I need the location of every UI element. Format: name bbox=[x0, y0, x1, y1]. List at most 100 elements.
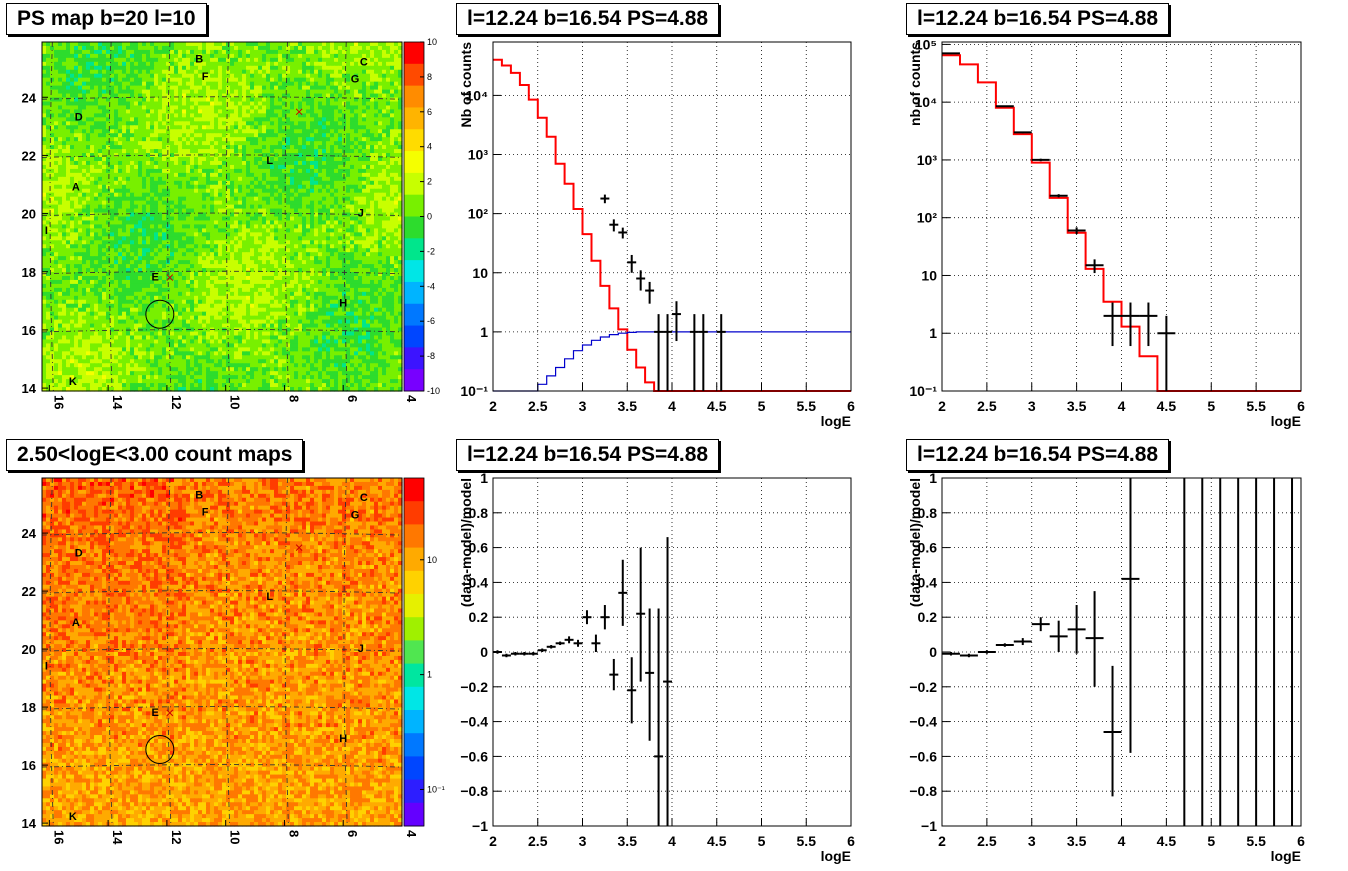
coordinate-grid bbox=[41, 477, 403, 827]
x-tick-label: 5 bbox=[1207, 833, 1215, 849]
colorbar: 10 1 10⁻¹ bbox=[403, 477, 445, 827]
latitude-line bbox=[41, 154, 403, 158]
x-tick-label: 4 bbox=[668, 833, 676, 849]
colorbar-segment bbox=[404, 779, 424, 804]
y-tick-label: 0.6 bbox=[469, 540, 489, 556]
x-tick-label: 4.5 bbox=[1157, 398, 1177, 414]
x-tick-label: 3 bbox=[1028, 398, 1036, 414]
data-point bbox=[995, 105, 1014, 108]
latitude-line bbox=[41, 532, 403, 536]
y-tick-label: 0.8 bbox=[918, 505, 938, 521]
longitude-line bbox=[343, 477, 348, 827]
data-point bbox=[537, 648, 547, 652]
source-label: D bbox=[75, 547, 83, 559]
x-tick-label: 12 bbox=[169, 395, 184, 409]
y-tick-label: 22 bbox=[22, 584, 36, 599]
colorbar-segment bbox=[404, 216, 424, 239]
source-cross-marker bbox=[295, 544, 303, 551]
colorbar-segment bbox=[404, 478, 424, 502]
y-tick-label: 10 bbox=[921, 267, 937, 283]
data-point bbox=[995, 643, 1014, 647]
x-tick-label: 5 bbox=[758, 833, 766, 849]
colorbar-segment bbox=[404, 325, 424, 348]
x-tick-label: 16 bbox=[51, 395, 66, 409]
colorbar-tick-label: 8 bbox=[427, 72, 432, 82]
y-tick-label: 0.4 bbox=[469, 574, 489, 590]
y-tick-label: 0.8 bbox=[469, 505, 489, 521]
y-tick-label: 10² bbox=[468, 206, 489, 222]
colorbar-segment bbox=[404, 524, 424, 549]
y-tick-label: 20 bbox=[22, 642, 36, 657]
source-label: I bbox=[45, 225, 48, 237]
colorbar-segment bbox=[404, 281, 424, 305]
source-label: A bbox=[72, 617, 80, 629]
colorbar-tick-label: 6 bbox=[427, 107, 432, 117]
y-tick-label: 10⁴ bbox=[466, 87, 489, 103]
y-tick-label: 10² bbox=[917, 210, 938, 226]
data-point bbox=[1013, 638, 1032, 646]
data-point bbox=[618, 227, 628, 239]
data-point bbox=[519, 652, 529, 656]
colorbar-tick-label: 10 bbox=[427, 555, 437, 565]
longitude-line bbox=[167, 477, 172, 827]
latitude-line bbox=[41, 96, 403, 100]
x-axis-label: logE bbox=[1271, 413, 1301, 429]
x-tick-label: 4.5 bbox=[707, 398, 727, 414]
latitude-line bbox=[41, 648, 403, 652]
y-axis-label: Nb of counts bbox=[458, 42, 474, 128]
y-tick-label: −0.6 bbox=[460, 748, 488, 764]
data-point bbox=[1085, 259, 1104, 274]
model-histogram bbox=[493, 58, 851, 392]
x-tick-label: 4 bbox=[404, 395, 419, 403]
y-tick-label: 10³ bbox=[468, 147, 489, 163]
y-tick-label: 10⁵ bbox=[915, 36, 937, 52]
y-axis-label: (data-model)/model bbox=[458, 478, 474, 607]
y-tick-label: 10³ bbox=[917, 152, 938, 168]
colorbar-segment bbox=[404, 151, 424, 174]
candidate-circle-marker bbox=[145, 734, 175, 764]
source-label: A bbox=[72, 181, 80, 193]
data-point bbox=[942, 52, 960, 55]
ps-map-title: PS map b=20 l=10 bbox=[6, 3, 207, 35]
y-tick-label: −0.4 bbox=[909, 714, 937, 730]
y-tick-label: −0.8 bbox=[909, 783, 937, 799]
colorbar-tick-label: -6 bbox=[427, 316, 435, 326]
y-tick-label: 20 bbox=[22, 207, 36, 222]
x-tick-label: 8 bbox=[286, 395, 301, 402]
longitude-line bbox=[108, 41, 113, 392]
y-tick-label: 14 bbox=[22, 381, 37, 396]
x-tick-label: 5.5 bbox=[797, 833, 817, 849]
x-tick-label: 5.5 bbox=[1246, 398, 1266, 414]
data-point bbox=[582, 610, 592, 625]
colorbar-segment bbox=[404, 710, 424, 734]
x-tick-label: 3.5 bbox=[618, 833, 638, 849]
colorbar-tick-label: -8 bbox=[427, 351, 435, 361]
colorbar-segment bbox=[404, 594, 424, 618]
longitude-line bbox=[284, 41, 289, 392]
source-cross-marker bbox=[166, 709, 174, 717]
colorbar-segment bbox=[404, 617, 424, 641]
latitude-line bbox=[41, 328, 403, 333]
x-tick-label: 5.5 bbox=[1246, 833, 1266, 849]
map-pixels bbox=[42, 42, 403, 392]
x-tick-label: 4.5 bbox=[707, 833, 727, 849]
x-tick-label: 16 bbox=[51, 830, 66, 844]
longitude-line bbox=[49, 41, 54, 392]
colorbar-segment bbox=[404, 501, 424, 525]
x-tick-label: 5 bbox=[1207, 398, 1215, 414]
colorbar-segment bbox=[404, 640, 424, 665]
colorbar-tick-label: -4 bbox=[427, 281, 435, 291]
source-label: G bbox=[351, 510, 360, 522]
data-point bbox=[1085, 591, 1104, 687]
x-tick-label: 14 bbox=[110, 830, 125, 845]
efficiency-histogram bbox=[493, 331, 851, 392]
x-tick-label: 14 bbox=[110, 395, 125, 410]
data-point bbox=[1031, 158, 1050, 162]
colorbar-segment bbox=[404, 238, 424, 261]
source-label: K bbox=[69, 376, 77, 388]
colorbar-segment bbox=[404, 303, 424, 327]
longitude-line bbox=[167, 41, 172, 392]
longitude-line bbox=[108, 477, 113, 827]
data-point bbox=[510, 652, 520, 656]
